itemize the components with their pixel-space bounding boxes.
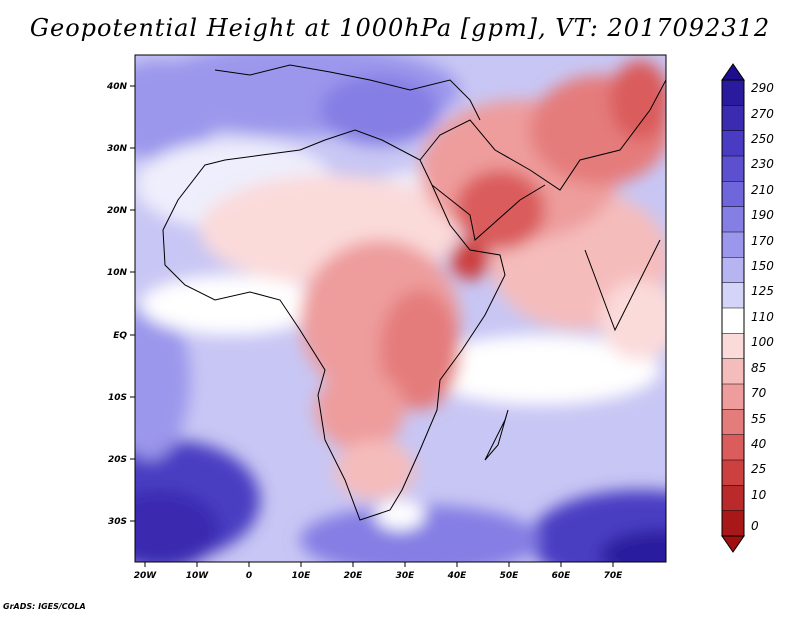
colorbar-swatch — [721, 383, 745, 411]
colorbar-swatch — [721, 105, 745, 132]
lat-label: 30S — [108, 517, 127, 527]
colorbar-swatch — [721, 79, 745, 107]
colorbar-top-arrow — [721, 63, 745, 81]
colorbar-label: 270 — [751, 107, 774, 121]
colorbar-swatch — [721, 307, 745, 335]
lon-label: 30E — [396, 571, 416, 581]
colorbar-swatch — [721, 257, 745, 284]
colorbar-label: 125 — [751, 284, 774, 298]
colorbar-label: 190 — [751, 208, 774, 222]
colorbar: 290 270 250 230 210 190 170 150 125 110 … — [721, 63, 774, 553]
colorbar-swatch — [721, 510, 745, 537]
lon-label: 10E — [292, 571, 312, 581]
colorbar-label: 70 — [751, 386, 767, 400]
lat-label: 20S — [108, 455, 127, 465]
lon-label: 20W — [134, 571, 158, 581]
colorbar-swatch — [721, 485, 745, 512]
height-field — [135, 55, 666, 562]
credit-text: GrADS: IGES/COLA — [3, 602, 86, 611]
colorbar-swatch — [721, 231, 745, 259]
map-frame — [134, 54, 667, 563]
colorbar-label: 230 — [751, 157, 774, 171]
lon-ticks: 20W 10W 0 10E 20E 30E 40E 50E 60E 70E — [134, 562, 623, 581]
colorbar-label: 170 — [751, 234, 774, 248]
lat-label: 30N — [107, 144, 128, 154]
colorbar-label: 250 — [751, 132, 774, 146]
lon-label: 10W — [186, 571, 210, 581]
colorbar-swatch — [721, 358, 745, 385]
colorbar-label: 290 — [751, 81, 774, 95]
lon-label: 50E — [500, 571, 520, 581]
colorbar-label: 25 — [751, 462, 766, 476]
lat-label: 10S — [108, 393, 127, 403]
colorbar-label: 40 — [751, 437, 767, 451]
colorbar-swatch — [721, 181, 745, 208]
colorbar-swatch — [721, 333, 745, 360]
colorbar-segments — [721, 79, 745, 537]
lon-label: 40E — [447, 571, 468, 581]
colorbar-label: 100 — [751, 335, 774, 349]
colorbar-label: 10 — [751, 488, 767, 502]
lat-label: 20N — [107, 206, 128, 216]
colorbar-label: 110 — [751, 310, 774, 324]
colorbar-label: 55 — [751, 412, 766, 426]
colorbar-label: 150 — [751, 259, 774, 273]
colorbar-frame — [721, 79, 745, 537]
lat-label: 40N — [106, 82, 128, 92]
lon-label: 60E — [552, 571, 572, 581]
colorbar-swatch — [721, 155, 745, 183]
colorbar-swatch — [721, 434, 745, 461]
colorbar-swatch — [721, 409, 745, 436]
lon-label: 0 — [246, 571, 252, 581]
colorbar-swatch — [721, 130, 745, 157]
colorbar-swatch — [721, 282, 745, 309]
colorbar-bottom-arrow — [721, 535, 745, 553]
colorbar-swatch — [721, 206, 745, 233]
lat-label: 10N — [107, 268, 128, 278]
lon-label: 20E — [344, 571, 364, 581]
lat-label: EQ — [113, 331, 127, 341]
map-title: Geopotential Height at 1000hPa [gpm], VT… — [29, 14, 771, 42]
lat-ticks: 40N 30N 20N 10N EQ 10S 20S 30S — [106, 82, 135, 527]
colorbar-swatch — [721, 459, 745, 487]
lon-label: 70E — [604, 571, 624, 581]
colorbar-label: 210 — [751, 183, 774, 197]
colorbar-label: 0 — [751, 519, 759, 533]
colorbar-label: 85 — [751, 361, 766, 375]
coastlines — [162, 64, 666, 521]
